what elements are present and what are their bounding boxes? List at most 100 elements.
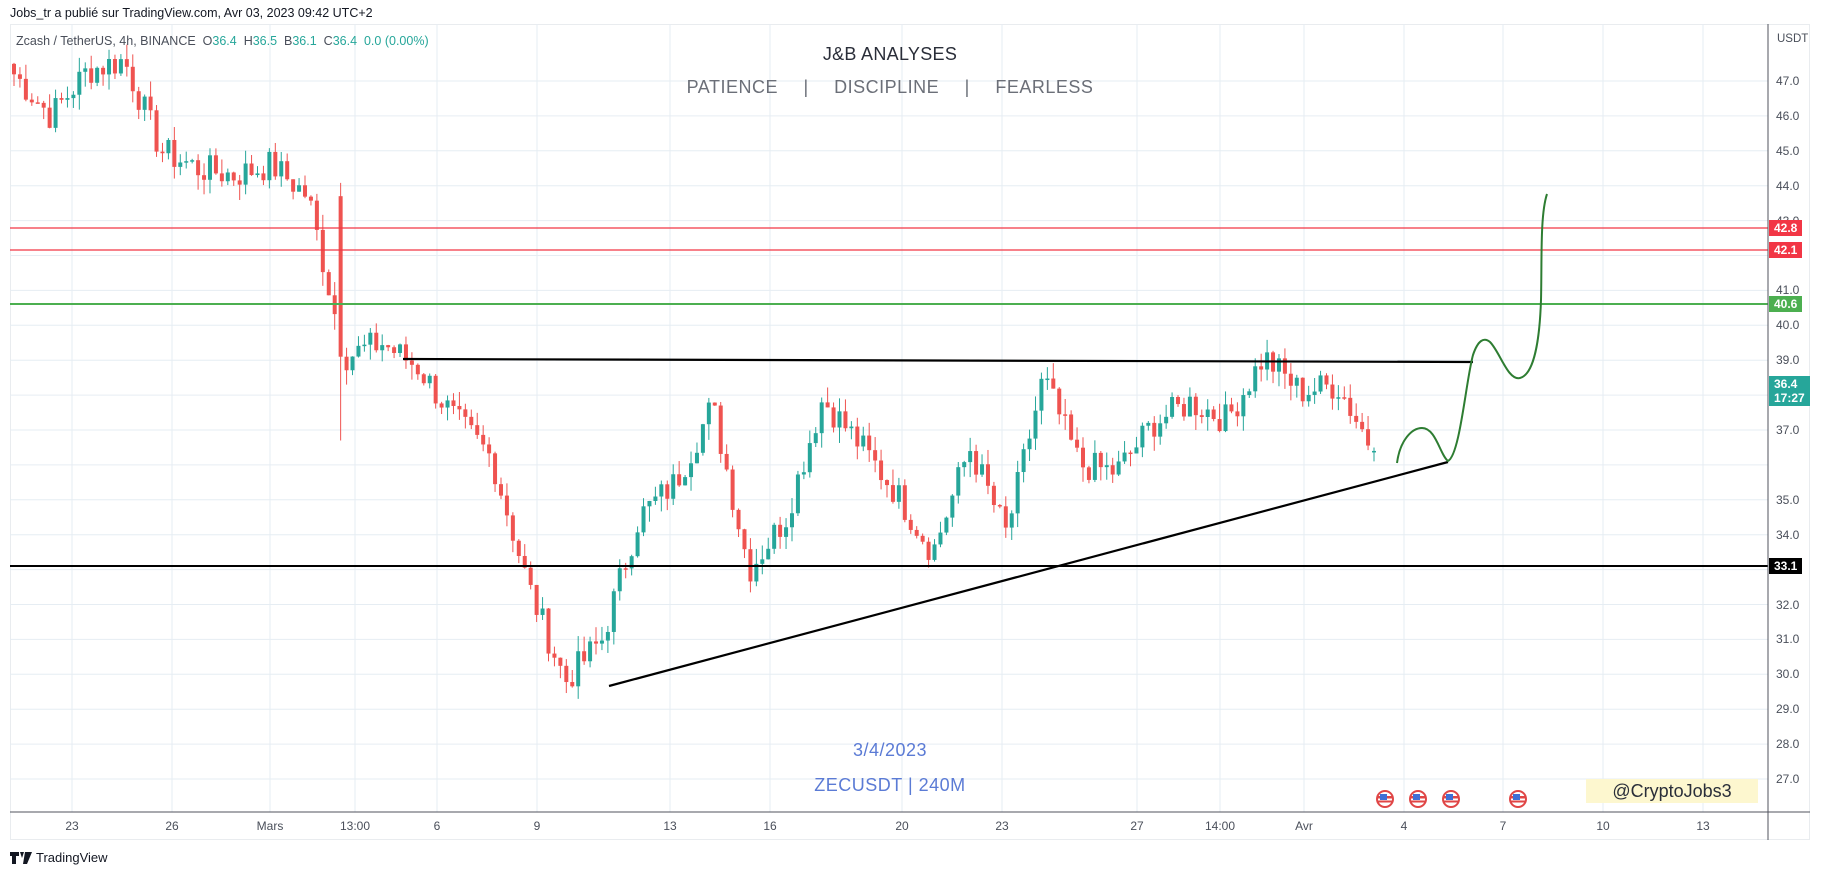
candle xyxy=(926,537,931,568)
candle-body xyxy=(1140,425,1145,448)
candle xyxy=(1205,399,1210,431)
candle xyxy=(1128,450,1133,467)
candle xyxy=(1003,496,1008,538)
candle-body xyxy=(291,179,296,192)
price-axis-unit: USDT xyxy=(1777,33,1809,45)
candle xyxy=(77,57,82,110)
candle-body xyxy=(1075,439,1080,448)
candle-body xyxy=(267,151,272,181)
candle-body xyxy=(920,535,925,542)
candle-body xyxy=(1282,358,1287,374)
candle-body xyxy=(285,161,290,180)
candle-body xyxy=(540,608,545,615)
candle xyxy=(475,412,480,439)
candle xyxy=(202,163,207,195)
candle xyxy=(59,92,64,104)
candle xyxy=(801,461,806,480)
time-tick-label: 20 xyxy=(895,819,909,833)
candle-body xyxy=(243,163,248,185)
candle xyxy=(1300,377,1305,407)
candle xyxy=(332,282,337,330)
candle xyxy=(493,451,498,492)
candle-body xyxy=(374,332,379,351)
candle-body xyxy=(1015,472,1020,514)
candle-body xyxy=(89,68,94,83)
candle xyxy=(825,387,830,408)
candle xyxy=(196,154,201,190)
us-event-flag-icon[interactable] xyxy=(1409,790,1427,808)
candle xyxy=(344,347,349,385)
candle-body xyxy=(908,519,913,530)
candle xyxy=(1294,374,1299,398)
candle-body xyxy=(718,405,723,454)
candle-body xyxy=(504,495,509,516)
candle-body xyxy=(914,529,919,536)
candle-body xyxy=(890,485,895,502)
candle xyxy=(1247,388,1252,398)
candle xyxy=(255,166,260,178)
candle xyxy=(291,179,296,200)
candle-body xyxy=(647,500,652,507)
candle xyxy=(1063,398,1068,430)
candle xyxy=(172,127,177,179)
time-tick-label: 10 xyxy=(1596,819,1610,833)
candle-body xyxy=(950,495,955,518)
candle-body xyxy=(1193,396,1198,416)
candle xyxy=(570,670,575,688)
candle xyxy=(1342,386,1347,400)
time-tick-label: 13 xyxy=(663,819,677,833)
candle xyxy=(576,636,581,699)
candle xyxy=(1354,403,1359,429)
candle xyxy=(398,343,403,358)
candle xyxy=(861,426,866,452)
candle-body xyxy=(1080,447,1085,468)
candle xyxy=(1170,392,1175,419)
candle-body xyxy=(59,98,64,100)
candle-body xyxy=(196,160,201,176)
candle-body xyxy=(1176,397,1181,405)
candle xyxy=(677,461,682,487)
candle xyxy=(706,397,711,440)
candle xyxy=(1021,443,1026,483)
candle-body xyxy=(415,364,420,375)
candle-body xyxy=(1199,415,1204,417)
candle xyxy=(932,539,937,562)
candle-body xyxy=(160,151,165,154)
candle xyxy=(1217,403,1222,433)
candle xyxy=(760,545,765,575)
time-tick-label: 26 xyxy=(165,819,179,833)
candle xyxy=(1015,460,1020,528)
candle xyxy=(1312,377,1317,404)
candle-body xyxy=(1241,395,1246,417)
candle xyxy=(225,168,230,186)
candle xyxy=(588,636,593,668)
candle-body xyxy=(576,651,581,687)
candle-body xyxy=(1122,452,1127,462)
candle-body xyxy=(273,151,278,177)
candle-body xyxy=(671,474,676,499)
candle-body xyxy=(1063,414,1068,416)
us-event-flag-icon[interactable] xyxy=(1442,790,1460,808)
candle xyxy=(1164,404,1169,429)
candle-body xyxy=(1354,415,1359,422)
candle-body xyxy=(1247,391,1252,396)
candle xyxy=(516,539,521,564)
symbol-legend[interactable]: Zcash / TetherUS, 4h, BINANCE O36.4 H36.… xyxy=(16,34,429,48)
drawings-layer xyxy=(10,193,1768,688)
candle xyxy=(896,477,901,509)
us-event-flag-icon[interactable] xyxy=(1509,790,1527,808)
candle xyxy=(712,402,717,406)
price-tick-label: 40.0 xyxy=(1776,318,1800,333)
candle xyxy=(1086,465,1091,484)
candle-body xyxy=(944,517,949,533)
candle-body xyxy=(12,63,16,75)
candle-body xyxy=(498,484,503,496)
candle-body xyxy=(297,185,302,192)
candle-body xyxy=(439,403,444,408)
candle-body xyxy=(47,107,52,128)
candle-body xyxy=(855,426,860,447)
candle-body xyxy=(65,98,70,100)
candle-body xyxy=(1360,421,1365,430)
us-event-flag-icon[interactable] xyxy=(1376,790,1394,808)
